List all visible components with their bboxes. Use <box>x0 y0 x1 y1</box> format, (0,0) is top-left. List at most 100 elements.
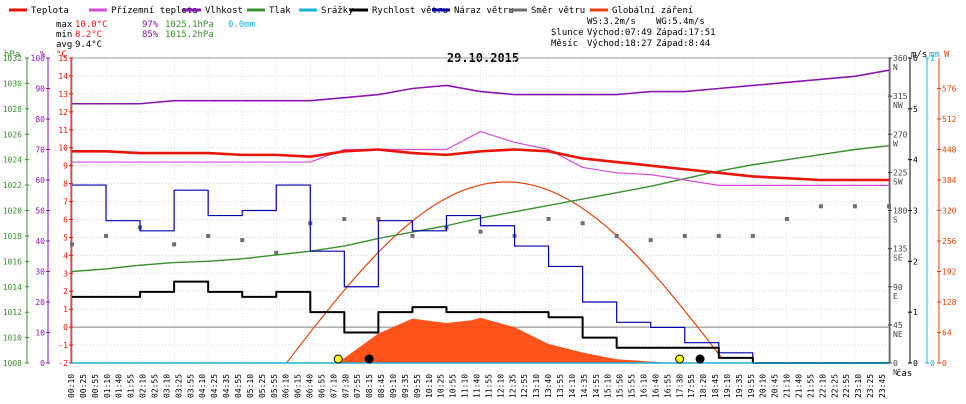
radiation-theoretical-curve <box>285 181 723 364</box>
legend-label-5: Rychlost větru <box>372 6 448 16</box>
temperature-axis-tick: 3 <box>63 269 68 278</box>
wind-direction-point <box>240 238 245 243</box>
pressure-axis-tick: 1016 <box>3 257 22 266</box>
wind-direction-point <box>546 216 551 221</box>
unit-press: hPa <box>4 50 20 60</box>
x-tick-label: 09:10 <box>389 374 398 398</box>
x-tick-label: 03:55 <box>186 374 195 398</box>
x-tick-label: 14:10 <box>568 374 577 398</box>
legend-label-3: Tlak <box>269 6 291 16</box>
pressure-axis-tick: 1014 <box>3 283 22 292</box>
x-tick-label: 08:15 <box>365 374 374 398</box>
sun-set: Západ:17:51 <box>656 28 716 38</box>
x-tick-label: 15:55 <box>628 374 637 398</box>
x-tick-label: 11:10 <box>461 374 470 398</box>
humidity-axis-tick: 40 <box>35 237 45 246</box>
x-tick-label: 00:25 <box>79 374 88 398</box>
winddir-axis-tick: 225 <box>893 168 908 177</box>
moon-rise: Východ:18:27 <box>587 39 652 49</box>
unit-time: čas <box>896 368 912 379</box>
winddir-axis-dir-label: SW <box>893 177 903 186</box>
x-tick-label: 08:45 <box>377 374 386 398</box>
temperature-axis-tick: 11 <box>58 126 68 135</box>
wind-direction-point <box>682 233 687 238</box>
legend-label-1: Přízemní teplota <box>111 6 198 16</box>
legend-label-6: Náraz větru <box>454 6 514 16</box>
windspeed-axis-tick: 5 <box>913 105 918 114</box>
pressure-axis-tick: 1018 <box>3 232 22 241</box>
temperature-axis-tick: 10 <box>58 144 68 153</box>
radiation-area <box>337 317 672 363</box>
x-tick-label: 12:35 <box>508 374 517 398</box>
sunset-marker <box>675 354 685 364</box>
x-tick-label: 23:25 <box>866 374 875 398</box>
winddir-axis-tick: 90 <box>893 283 903 292</box>
temperature-axis-tick: 5 <box>63 233 68 242</box>
x-tick-label: 07:10 <box>329 374 338 398</box>
x-tick-label: 05:10 <box>246 374 255 398</box>
legend: Teplota Přízemní teplota Vlhkost Tlak Srážky… <box>9 6 693 16</box>
x-tick-label: 09:55 <box>413 374 422 398</box>
winddir-axis-dir-label: W <box>893 139 898 148</box>
ground-temperature-line <box>72 130 889 186</box>
wind-direction-point <box>274 250 279 255</box>
x-tick-label: 12:10 <box>496 374 505 398</box>
radiation-axis-tick: 384 <box>942 176 957 185</box>
x-tick-label: 05:55 <box>270 374 279 398</box>
unit-hum: % <box>40 50 46 60</box>
x-tick-label: 19:55 <box>747 374 756 398</box>
windspeed-axis-tick: 1 <box>913 308 918 317</box>
x-tick-label: 16:55 <box>663 374 672 398</box>
radiation-axis-tick: 512 <box>942 115 957 124</box>
humidity-axis-tick: 30 <box>35 268 45 277</box>
radiation-axis-tick: 192 <box>942 268 957 277</box>
axes: 1008101010121014101610181020102210241026… <box>3 54 957 377</box>
wind-speed-line <box>72 280 889 364</box>
x-tick-label: 14:55 <box>592 374 601 398</box>
legend-label-4: Srážky <box>321 6 354 16</box>
pressure-axis-tick: 1012 <box>3 308 22 317</box>
legend-label-8: Globální záření <box>612 6 693 16</box>
radiation-axis-tick: 64 <box>942 329 952 338</box>
x-tick-label: 12:55 <box>520 374 529 398</box>
winddir-axis-tick: 135 <box>893 245 908 254</box>
radiation-axis-tick: 448 <box>942 146 957 155</box>
x-tick-label: 04:10 <box>198 374 207 398</box>
sunrise-marker <box>333 354 343 364</box>
temperature-axis-tick: 1 <box>63 305 68 314</box>
temperature-axis-tick: -1 <box>58 341 68 350</box>
x-tick-label: 16:40 <box>651 374 660 398</box>
x-tick-label: 18:20 <box>699 374 708 398</box>
temperature-axis-tick: -2 <box>58 359 68 368</box>
rain-axis-tick: 1 <box>930 54 935 63</box>
stat-min-label: min <box>56 30 72 40</box>
radiation-axis-tick: 256 <box>942 237 957 246</box>
wind-direction-point <box>376 216 381 221</box>
temperature-axis-tick: 7 <box>63 198 68 207</box>
wind-direction-point <box>648 238 653 243</box>
temperature-axis-tick: 12 <box>58 108 68 117</box>
x-axis-ticks: 00:10 00:25 00:55 01:10 01:40 01:55 02:10 02:55… <box>67 374 887 398</box>
moonrise-marker <box>695 354 705 364</box>
winddir-axis-tick: 270 <box>893 130 908 139</box>
x-tick-label: 10:25 <box>437 374 446 398</box>
pressure-axis-tick: 1008 <box>3 359 22 368</box>
winddir-axis-dir-label: SE <box>893 254 903 263</box>
unit-rain: mm <box>929 50 940 60</box>
temperature-axis-tick: 0 <box>63 323 68 332</box>
stats-block: max 10.0°C 97% 1025.1hPa 0.0mm min 8.2°C… <box>56 17 716 50</box>
x-tick-label: 13:55 <box>556 374 565 398</box>
humidity-axis-tick: 10 <box>35 329 45 338</box>
x-tick-label: 20:45 <box>771 374 780 398</box>
x-tick-label: 03:10 <box>162 374 171 398</box>
x-tick-label: 10:55 <box>449 374 458 398</box>
stat-avg-temp: 9.4°C <box>75 40 102 50</box>
temperature-axis-tick: 6 <box>63 215 68 224</box>
humidity-axis-tick: 60 <box>35 176 45 185</box>
x-tick-label: 11:40 <box>473 374 482 398</box>
x-tick-label: 21:40 <box>795 374 804 398</box>
humidity-axis-tick: 0 <box>40 359 45 368</box>
pressure-axis-tick: 1020 <box>3 207 22 216</box>
x-tick-label: 02:10 <box>139 374 148 398</box>
